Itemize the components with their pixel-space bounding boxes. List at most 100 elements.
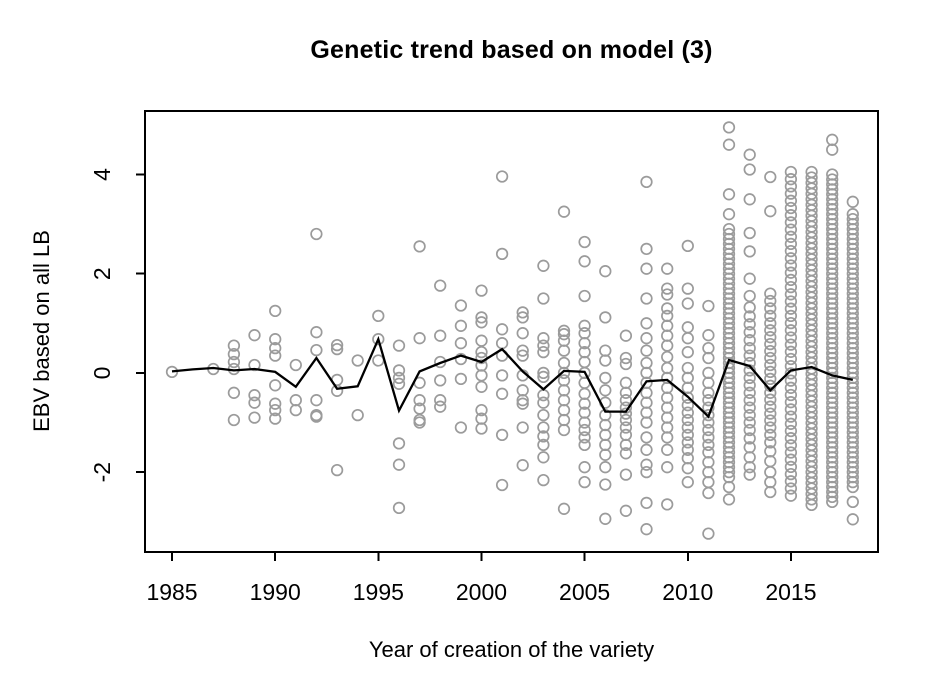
data-point (640, 386, 653, 399)
data-point (826, 495, 839, 509)
trend-line (171, 335, 854, 419)
data-point (784, 230, 798, 243)
data-point (805, 493, 818, 506)
data-point (557, 366, 571, 380)
data-point (578, 235, 591, 249)
data-point (764, 287, 777, 300)
data-point (640, 332, 653, 345)
data-point (784, 288, 798, 301)
data-point (743, 326, 756, 339)
data-point (537, 339, 550, 352)
data-point (702, 329, 715, 342)
data-point (846, 513, 859, 526)
data-point (537, 421, 550, 434)
data-point (826, 133, 839, 146)
data-point (661, 262, 674, 275)
data-point (764, 294, 777, 308)
data-point (454, 337, 468, 350)
data-point (661, 443, 674, 456)
data-point (640, 262, 653, 275)
data-point (516, 311, 529, 324)
data-point (784, 475, 798, 488)
data-point (599, 418, 612, 432)
data-point (764, 414, 777, 427)
data-point (805, 498, 818, 512)
data-point (227, 355, 241, 369)
y-tick-label: 0 (89, 367, 115, 380)
data-point (248, 329, 261, 342)
x-axis: 1985 1990 1995 2000 2005 2010 2015 (146, 552, 817, 605)
data-point (578, 337, 591, 350)
data-point (702, 486, 715, 500)
data-point (784, 381, 798, 394)
data-point (537, 430, 550, 443)
data-point (310, 326, 323, 339)
data-point (764, 351, 777, 365)
data-point (578, 475, 591, 489)
data-point (578, 416, 591, 429)
data-point (702, 366, 715, 380)
data-point (743, 226, 756, 240)
data-point (619, 468, 633, 481)
data-point (702, 376, 715, 389)
data-point (557, 413, 571, 427)
data-point (702, 423, 715, 437)
data-point (475, 345, 488, 359)
data-point (784, 316, 798, 330)
data-point (619, 504, 633, 517)
data-point (640, 416, 653, 429)
data-point (495, 323, 509, 336)
data-point (743, 148, 756, 161)
data-point (743, 193, 756, 206)
data-point (722, 138, 736, 151)
data-point (784, 338, 798, 351)
data-point (743, 310, 756, 323)
data-point (784, 201, 798, 215)
data-point (784, 209, 798, 222)
data-point (599, 461, 612, 474)
data-point (516, 344, 529, 357)
data-point (784, 482, 798, 495)
data-point (640, 465, 653, 479)
data-point (599, 478, 612, 491)
data-point (537, 332, 550, 345)
data-point (743, 334, 756, 347)
data-point (310, 394, 323, 407)
data-point (269, 333, 282, 346)
data-point (619, 438, 633, 452)
data-point (661, 411, 674, 424)
data-point (702, 456, 715, 469)
data-point (351, 408, 364, 422)
data-point (681, 321, 694, 334)
data-point (764, 386, 777, 399)
data-point (743, 245, 756, 258)
data-point (310, 227, 323, 241)
data-point (661, 361, 674, 375)
y-axis: -2 0 2 4 (89, 168, 145, 482)
data-point (661, 319, 674, 332)
data-point (743, 341, 756, 355)
data-point (743, 423, 756, 437)
data-point (248, 396, 261, 409)
data-point (516, 394, 529, 407)
data-point (681, 297, 694, 310)
data-point (764, 302, 777, 315)
data-point (722, 493, 736, 506)
data-point (599, 428, 612, 442)
data-point (784, 259, 798, 272)
data-point (392, 458, 406, 471)
data-point (722, 480, 736, 494)
data-point (764, 170, 777, 184)
data-point (784, 273, 798, 287)
data-point (784, 446, 798, 459)
data-point (784, 352, 798, 366)
data-point (743, 318, 756, 331)
x-tick-label: 2000 (456, 579, 507, 605)
data-point (681, 421, 694, 434)
data-point (764, 372, 777, 386)
data-point (846, 475, 859, 489)
data-point (599, 438, 612, 452)
data-point (702, 465, 715, 479)
data-point (764, 400, 777, 413)
data-point (784, 460, 798, 474)
